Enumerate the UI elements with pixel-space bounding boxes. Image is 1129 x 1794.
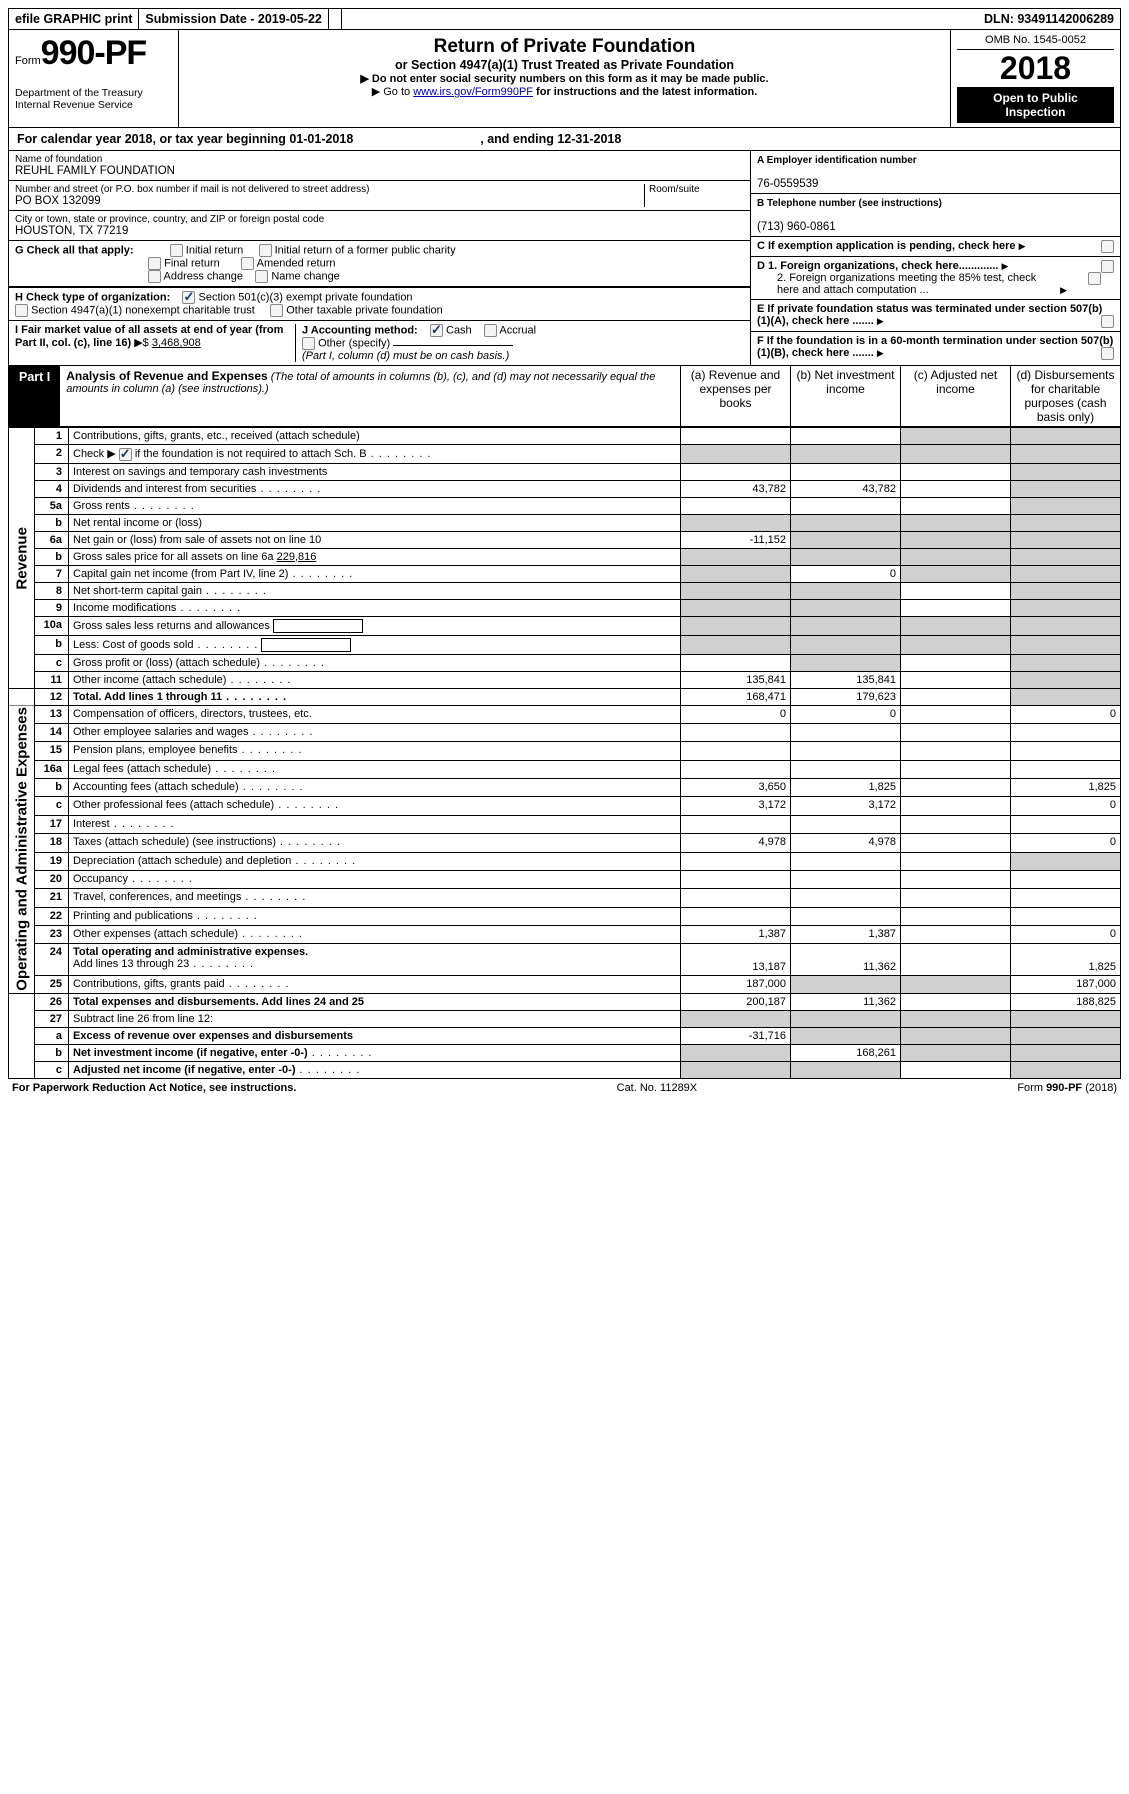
foundation-name: REUHL FAMILY FOUNDATION bbox=[15, 165, 744, 177]
name-change-checkbox[interactable] bbox=[255, 270, 268, 283]
f-label: F If the foundation is in a 60-month ter… bbox=[757, 335, 1113, 359]
form-prefix: Form bbox=[15, 55, 41, 67]
foreign-85-checkbox[interactable] bbox=[1088, 272, 1101, 285]
d1-label: D 1. Foreign organizations, check here..… bbox=[757, 260, 998, 272]
fmv-value: 3,468,908 bbox=[152, 337, 201, 349]
entity-info: Name of foundation REUHL FAMILY FOUNDATI… bbox=[8, 151, 1121, 366]
d2-label: 2. Foreign organizations meeting the 85%… bbox=[757, 272, 1057, 296]
initial-return-public-checkbox[interactable] bbox=[259, 244, 272, 257]
top-bar: efile GRAPHIC print Submission Date - 20… bbox=[8, 8, 1121, 30]
expenses-side-label: Operating and Administrative Expenses bbox=[9, 705, 35, 994]
form-header: Form990-PF Department of the Treasury In… bbox=[8, 30, 1121, 128]
footer-mid: Cat. No. 11289X bbox=[617, 1082, 698, 1094]
revenue-side-label: Revenue bbox=[9, 428, 35, 689]
exemption-pending-checkbox[interactable] bbox=[1101, 240, 1114, 253]
dept-line-2: Internal Revenue Service bbox=[15, 99, 172, 111]
room-label: Room/suite bbox=[649, 184, 744, 195]
address-change-checkbox[interactable] bbox=[148, 270, 161, 283]
col-a-header: (a) Revenue and expenses per books bbox=[680, 366, 790, 426]
part1-title: Analysis of Revenue and Expenses bbox=[66, 369, 267, 383]
amended-return-checkbox[interactable] bbox=[241, 257, 254, 270]
part1-header: Part I Analysis of Revenue and Expenses … bbox=[8, 366, 1121, 427]
tel-value: (713) 960-0861 bbox=[757, 221, 836, 233]
part1-label: Part I bbox=[9, 366, 60, 426]
form-number: 990-PF bbox=[41, 34, 147, 72]
cash-checkbox[interactable] bbox=[430, 324, 443, 337]
footer-left: For Paperwork Reduction Act Notice, see … bbox=[12, 1082, 296, 1094]
schb-checkbox[interactable] bbox=[119, 448, 132, 461]
form-subtitle: or Section 4947(a)(1) Trust Treated as P… bbox=[185, 58, 944, 72]
tax-year: 2018 bbox=[957, 50, 1114, 87]
60month-checkbox[interactable] bbox=[1101, 347, 1114, 360]
final-return-checkbox[interactable] bbox=[148, 257, 161, 270]
h-label: H Check type of organization: bbox=[15, 291, 170, 303]
form-note-1: ▶ Do not enter social security numbers o… bbox=[185, 72, 944, 85]
page-footer: For Paperwork Reduction Act Notice, see … bbox=[8, 1079, 1121, 1097]
ein-value: 76-0559539 bbox=[757, 178, 818, 190]
form-note-2: ▶ Go to www.irs.gov/Form990PF for instru… bbox=[185, 85, 944, 98]
ein-label: A Employer identification number bbox=[757, 155, 917, 166]
foreign-org-checkbox[interactable] bbox=[1101, 260, 1114, 273]
4947-checkbox[interactable] bbox=[15, 304, 28, 317]
g-label: G Check all that apply: bbox=[15, 244, 134, 256]
efile-label: efile GRAPHIC print bbox=[9, 9, 139, 29]
irs-link[interactable]: www.irs.gov/Form990PF bbox=[413, 86, 533, 98]
other-taxable-checkbox[interactable] bbox=[270, 304, 283, 317]
c-label: C If exemption application is pending, c… bbox=[757, 240, 1016, 252]
j-label: J Accounting method: bbox=[302, 324, 418, 336]
col-d-header: (d) Disbursements for charitable purpose… bbox=[1010, 366, 1120, 426]
omb-number: OMB No. 1545-0052 bbox=[957, 34, 1114, 50]
j-note: (Part I, column (d) must be on cash basi… bbox=[302, 350, 509, 362]
col-c-header: (c) Adjusted net income bbox=[900, 366, 1010, 426]
tel-label: B Telephone number (see instructions) bbox=[757, 198, 942, 209]
street-address: PO BOX 132099 bbox=[15, 195, 644, 207]
dept-line-1: Department of the Treasury bbox=[15, 87, 172, 99]
col-b-header: (b) Net investment income bbox=[790, 366, 900, 426]
initial-return-checkbox[interactable] bbox=[170, 244, 183, 257]
part1-table: Revenue 1Contributions, gifts, grants, e… bbox=[8, 427, 1121, 1079]
footer-right: Form 990-PF (2018) bbox=[1017, 1082, 1117, 1094]
submission-date: Submission Date - 2019-05-22 bbox=[139, 9, 328, 29]
city-label: City or town, state or province, country… bbox=[15, 214, 744, 225]
city-state-zip: HOUSTON, TX 77219 bbox=[15, 225, 744, 237]
accrual-checkbox[interactable] bbox=[484, 324, 497, 337]
terminated-checkbox[interactable] bbox=[1101, 315, 1114, 328]
open-to-public: Open to PublicInspection bbox=[957, 87, 1114, 123]
dln: DLN: 93491142006289 bbox=[342, 9, 1120, 29]
e-label: E If private foundation status was termi… bbox=[757, 303, 1102, 327]
other-method-checkbox[interactable] bbox=[302, 337, 315, 350]
name-label: Name of foundation bbox=[15, 154, 744, 165]
form-title: Return of Private Foundation bbox=[185, 36, 944, 58]
501c3-checkbox[interactable] bbox=[182, 291, 195, 304]
calendar-year-line: For calendar year 2018, or tax year begi… bbox=[8, 128, 1121, 151]
addr-label: Number and street (or P.O. box number if… bbox=[15, 184, 644, 195]
